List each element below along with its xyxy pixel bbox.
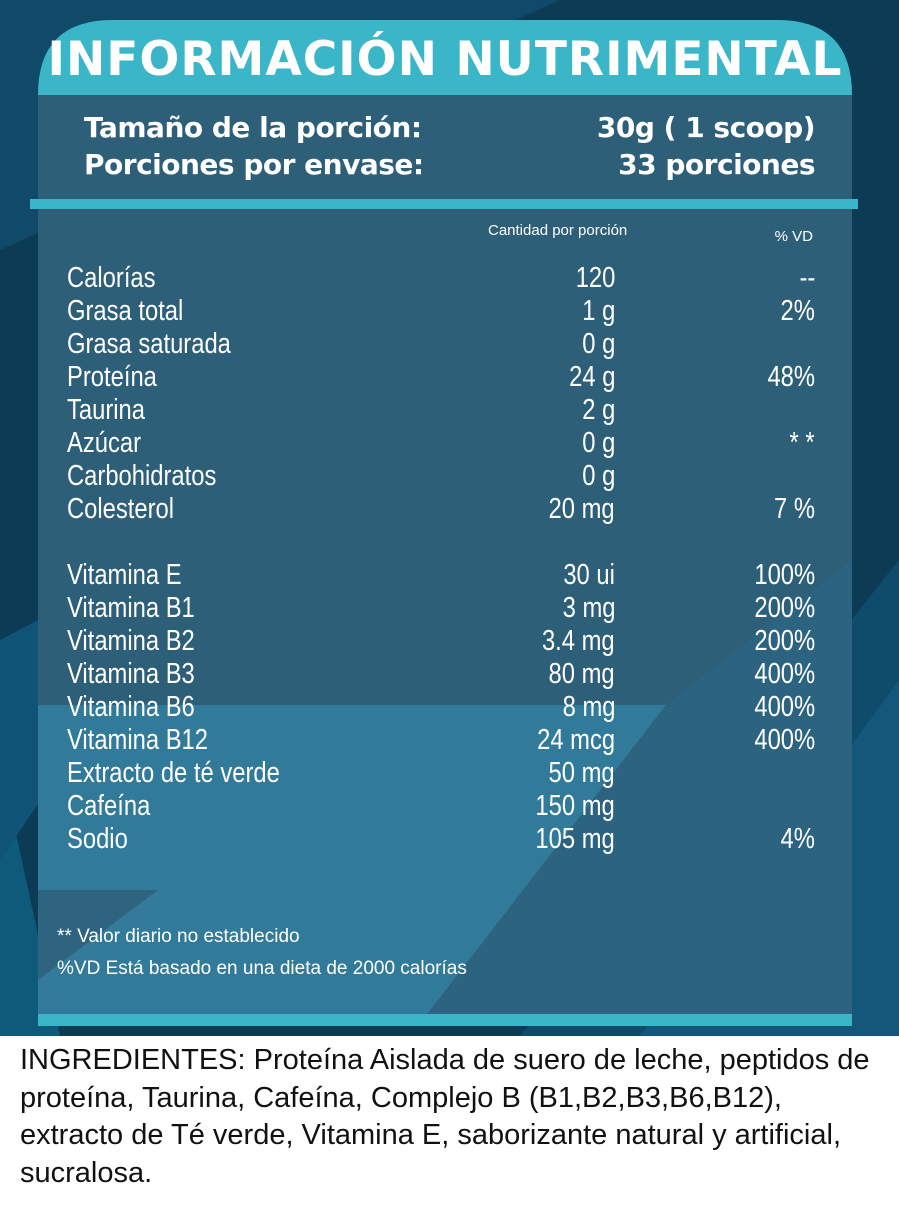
vitamin-amount: 80 mg [548, 658, 615, 690]
vitamin-name: Cafeína [67, 790, 151, 822]
nutrient-amount: 24 g [568, 361, 615, 393]
vitamin-dv: 100% [754, 559, 815, 591]
servings-per-container-value: 33 porciones [618, 148, 815, 181]
vitamin-row: Extracto de té verde 50 mg [67, 757, 815, 790]
nutrient-dv: 2% [780, 295, 815, 327]
nutrient-dv: -- [799, 262, 815, 294]
vitamin-amount: 30 ui [563, 559, 615, 591]
nutrient-amount: 2 g [581, 394, 615, 426]
nutrient-dv: 48% [767, 361, 815, 393]
nutrient-name: Colesterol [67, 493, 175, 525]
vitamin-name: Sodio [67, 823, 128, 855]
column-header-amount: Cantidad por porción [488, 222, 628, 239]
vitamin-amount: 150 mg [535, 790, 615, 822]
vitamin-amount: 50 mg [548, 757, 615, 789]
vitamin-amount: 3 mg [562, 592, 615, 624]
nutrient-dv: 7 % [774, 493, 815, 525]
nutrient-row: Colesterol 20 mg 7 % [67, 493, 815, 526]
vitamin-row: Vitamina B3 80 mg 400% [67, 658, 815, 691]
vitamin-amount: 3.4 mg [542, 625, 615, 657]
vitamin-dv: 4% [780, 823, 815, 855]
vitamin-amount: 8 mg [562, 691, 615, 723]
nutrient-name: Proteína [67, 361, 157, 393]
serving-size-label: Tamaño de la porción: [84, 111, 422, 144]
nutrient-dv: * * [789, 427, 815, 459]
vitamin-amount: 24 mcg [537, 724, 615, 756]
nutrient-amount: 1 g [581, 295, 615, 327]
vitamin-row: Vitamina B12 24 mcg 400% [67, 724, 815, 757]
vitamin-amount: 105 mg [535, 823, 615, 855]
vitamin-name: Vitamina E [67, 559, 182, 591]
nutrient-row: Calorías 120 -- [67, 262, 815, 295]
nutrient-amount: 120 [575, 262, 615, 294]
nutrient-row: Azúcar 0 g * * [67, 427, 815, 460]
nutrient-name: Azúcar [67, 427, 142, 459]
nutrient-name: Grasa total [67, 295, 184, 327]
vitamin-row: Vitamina B2 3.4 mg 200% [67, 625, 815, 658]
footnote-dv-basis: %VD Está basado en una dieta de 2000 cal… [57, 958, 467, 979]
vitamin-name: Extracto de té verde [67, 757, 280, 789]
header-divider [30, 199, 858, 209]
vitamin-name: Vitamina B1 [67, 592, 195, 624]
nutrient-amount: 0 g [581, 427, 615, 459]
vitamin-row: Vitamina B1 3 mg 200% [67, 592, 815, 625]
vitamin-dv: 200% [754, 592, 815, 624]
vitamin-name: Vitamina B12 [67, 724, 209, 756]
nutrition-panel [38, 20, 852, 1026]
vitamin-dv: 400% [754, 658, 815, 690]
nutrient-name: Calorías [67, 262, 156, 294]
column-header-dv: % VD [774, 228, 813, 245]
nutrient-amount: 0 g [581, 328, 615, 360]
vitamin-name: Vitamina B3 [67, 658, 195, 690]
vitamin-row: Vitamina E 30 ui 100% [67, 559, 815, 592]
vitamin-dv: 400% [754, 724, 815, 756]
footer-divider [38, 1014, 852, 1026]
servings-per-container-label: Porciones por envase: [84, 148, 424, 181]
nutrient-name: Carbohidratos [67, 460, 217, 492]
nutrient-name: Taurina [67, 394, 146, 426]
nutrient-amount: 0 g [581, 460, 615, 492]
nutrient-row: Grasa total 1 g 2% [67, 295, 815, 328]
nutrient-row: Proteína 24 g 48% [67, 361, 815, 394]
nutrient-row: Grasa saturada 0 g [67, 328, 815, 361]
vitamin-dv: 200% [754, 625, 815, 657]
footnote-no-dv: ** Valor diario no establecido [57, 926, 300, 947]
nutrient-name: Grasa saturada [67, 328, 231, 360]
ingredients-text: INGREDIENTES: Proteína Aislada de suero … [20, 1044, 870, 1189]
nutrient-amount: 20 mg [548, 493, 615, 525]
vitamin-dv: 400% [754, 691, 815, 723]
vitamin-name: Vitamina B2 [67, 625, 195, 657]
serving-size-value: 30g ( 1 scoop) [596, 111, 816, 144]
nutrient-row: Taurina 2 g [67, 394, 815, 427]
panel-title: INFORMACIÓN NUTRIMENTAL [47, 32, 843, 87]
vitamin-row: Sodio 105 mg 4% [67, 823, 815, 856]
vitamin-row: Vitamina B6 8 mg 400% [67, 691, 815, 724]
nutrient-row: Carbohidratos 0 g [67, 460, 815, 493]
vitamin-name: Vitamina B6 [67, 691, 195, 723]
vitamin-row: Cafeína 150 mg [67, 790, 815, 823]
